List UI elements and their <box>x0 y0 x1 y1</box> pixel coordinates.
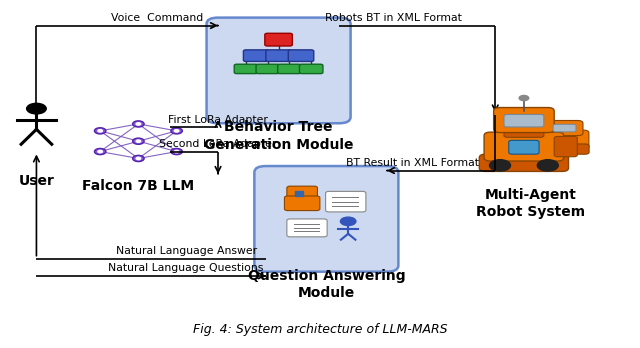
Circle shape <box>132 138 144 144</box>
FancyBboxPatch shape <box>504 127 544 137</box>
Circle shape <box>490 160 511 171</box>
Text: Robots BT in XML Format: Robots BT in XML Format <box>325 13 461 23</box>
FancyBboxPatch shape <box>493 108 554 133</box>
Circle shape <box>132 121 144 127</box>
FancyBboxPatch shape <box>509 140 539 154</box>
FancyBboxPatch shape <box>479 154 568 172</box>
FancyBboxPatch shape <box>243 50 269 62</box>
Text: Fig. 4: System architecture of LLM-MARS: Fig. 4: System architecture of LLM-MARS <box>193 323 447 336</box>
FancyBboxPatch shape <box>288 50 314 62</box>
FancyBboxPatch shape <box>546 120 583 136</box>
Text: Natural Language Questions: Natural Language Questions <box>109 263 264 273</box>
FancyBboxPatch shape <box>256 64 280 74</box>
Text: User: User <box>19 174 54 188</box>
Circle shape <box>95 149 106 155</box>
FancyBboxPatch shape <box>553 124 576 132</box>
FancyBboxPatch shape <box>540 130 589 149</box>
Circle shape <box>132 155 144 161</box>
Text: BT Result in XML Format: BT Result in XML Format <box>346 158 479 168</box>
FancyBboxPatch shape <box>300 64 323 74</box>
FancyBboxPatch shape <box>284 196 320 211</box>
FancyBboxPatch shape <box>254 166 398 272</box>
FancyBboxPatch shape <box>540 144 589 154</box>
Circle shape <box>174 130 179 132</box>
FancyBboxPatch shape <box>326 191 366 212</box>
FancyBboxPatch shape <box>234 64 258 74</box>
Text: Multi-Agent
Robot System: Multi-Agent Robot System <box>476 188 585 219</box>
Circle shape <box>98 130 102 132</box>
Bar <box>295 191 303 196</box>
Text: Behavior Tree
Generation Module: Behavior Tree Generation Module <box>204 120 353 152</box>
Text: Natural Language Answer: Natural Language Answer <box>116 246 257 256</box>
FancyBboxPatch shape <box>287 186 317 200</box>
Text: Falcon 7B LLM: Falcon 7B LLM <box>83 179 195 193</box>
Circle shape <box>174 150 179 153</box>
FancyBboxPatch shape <box>278 64 301 74</box>
Circle shape <box>27 103 46 114</box>
FancyBboxPatch shape <box>554 136 577 157</box>
Circle shape <box>519 95 529 101</box>
FancyBboxPatch shape <box>287 219 327 237</box>
Circle shape <box>538 160 558 171</box>
Circle shape <box>136 123 141 125</box>
Circle shape <box>171 149 182 155</box>
Circle shape <box>136 157 141 160</box>
Circle shape <box>98 150 102 153</box>
Text: Question Answering
Module: Question Answering Module <box>248 269 405 300</box>
Circle shape <box>136 140 141 142</box>
FancyBboxPatch shape <box>266 50 291 62</box>
Circle shape <box>171 128 182 134</box>
Text: First LoRa Adapter: First LoRa Adapter <box>168 114 268 125</box>
FancyBboxPatch shape <box>265 33 292 46</box>
FancyBboxPatch shape <box>504 114 544 127</box>
Circle shape <box>95 128 106 134</box>
Circle shape <box>340 217 356 226</box>
Text: Second LoRa Adapter: Second LoRa Adapter <box>159 139 276 149</box>
FancyBboxPatch shape <box>207 18 351 123</box>
Text: Voice  Command: Voice Command <box>111 13 204 23</box>
FancyBboxPatch shape <box>484 132 564 161</box>
